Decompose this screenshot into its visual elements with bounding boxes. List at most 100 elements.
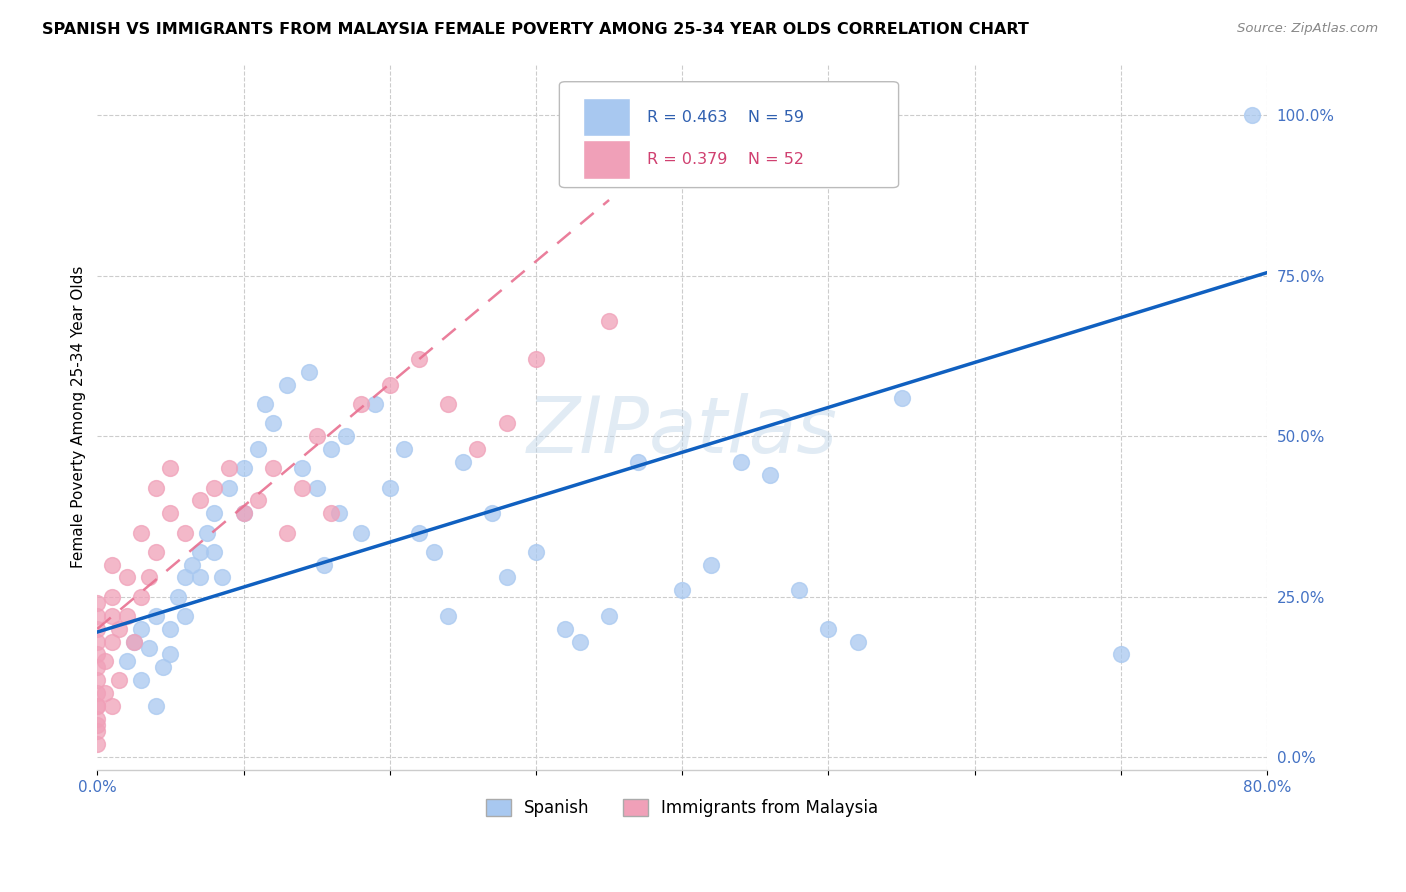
Point (524, 352, 547, 367)
Point (524, 545, 547, 559)
Point (364, 397, 387, 411)
Point (86, 737, 108, 751)
Point (291, 481, 314, 495)
Point (138, 641, 160, 656)
Point (174, 525, 197, 540)
Point (86, 698, 108, 713)
Point (129, 673, 152, 688)
Point (495, 417, 517, 431)
Point (86, 673, 108, 688)
Point (378, 378, 401, 392)
Point (86, 686, 108, 700)
Point (481, 506, 503, 520)
Point (218, 481, 240, 495)
Point (305, 429, 328, 443)
Point (202, 545, 225, 559)
Point (86, 718, 108, 732)
Point (568, 634, 591, 648)
Point (195, 525, 218, 540)
Point (122, 634, 145, 648)
Point (312, 558, 335, 572)
Point (321, 442, 343, 456)
FancyBboxPatch shape (582, 140, 630, 178)
Point (437, 609, 460, 624)
Point (152, 660, 174, 674)
Point (159, 506, 181, 520)
Point (598, 609, 620, 624)
Point (129, 590, 152, 604)
Point (188, 493, 211, 508)
Point (101, 590, 124, 604)
Point (328, 506, 350, 520)
Point (159, 622, 181, 636)
Point (218, 461, 240, 475)
Point (181, 558, 204, 572)
Point (247, 442, 270, 456)
Point (437, 397, 460, 411)
Point (145, 698, 167, 713)
Point (108, 673, 131, 688)
Point (262, 417, 284, 431)
Point (129, 525, 152, 540)
Point (93, 686, 115, 700)
Point (101, 558, 124, 572)
Point (598, 314, 620, 328)
Point (276, 525, 298, 540)
Point (86, 634, 108, 648)
Point (846, 634, 869, 648)
Text: SPANISH VS IMMIGRANTS FROM MALAYSIA FEMALE POVERTY AMONG 25-34 YEAR OLDS CORRELA: SPANISH VS IMMIGRANTS FROM MALAYSIA FEMA… (42, 22, 1029, 37)
Point (174, 570, 197, 584)
Point (291, 461, 314, 475)
Text: ZIPatlas: ZIPatlas (527, 393, 838, 469)
Point (93, 654, 115, 668)
Point (174, 609, 197, 624)
Point (122, 634, 145, 648)
Point (232, 461, 254, 475)
Point (408, 525, 430, 540)
Point (298, 365, 321, 379)
Point (145, 481, 167, 495)
Point (86, 622, 108, 636)
Point (188, 545, 211, 559)
Point (101, 609, 124, 624)
Point (101, 698, 124, 713)
Point (1241, 108, 1264, 122)
Legend: Spanish, Immigrants from Malaysia: Spanish, Immigrants from Malaysia (478, 790, 887, 825)
Point (232, 506, 254, 520)
Point (700, 558, 723, 572)
Point (115, 570, 138, 584)
Point (232, 506, 254, 520)
Point (335, 429, 357, 443)
Point (145, 545, 167, 559)
Y-axis label: Female Poverty Among 25-34 Year Olds: Female Poverty Among 25-34 Year Olds (72, 266, 86, 568)
Point (394, 442, 416, 456)
Point (86, 724, 108, 739)
Point (495, 570, 517, 584)
Point (349, 397, 371, 411)
Point (86, 712, 108, 726)
FancyBboxPatch shape (560, 82, 898, 187)
Point (262, 461, 284, 475)
Point (86, 648, 108, 662)
Point (467, 442, 489, 456)
Point (159, 461, 181, 475)
Point (254, 397, 277, 411)
Point (554, 622, 576, 636)
Point (101, 634, 124, 648)
Point (1109, 648, 1132, 662)
Point (86, 660, 108, 674)
Point (817, 622, 839, 636)
Point (890, 391, 912, 405)
Point (86, 596, 108, 610)
Point (211, 570, 233, 584)
Point (159, 648, 181, 662)
Text: R = 0.379    N = 52: R = 0.379 N = 52 (647, 152, 804, 167)
Point (202, 481, 225, 495)
Point (408, 352, 430, 367)
Point (787, 583, 810, 598)
Point (276, 378, 298, 392)
Point (86, 698, 108, 713)
Point (378, 481, 401, 495)
Point (305, 481, 328, 495)
Point (129, 622, 152, 636)
